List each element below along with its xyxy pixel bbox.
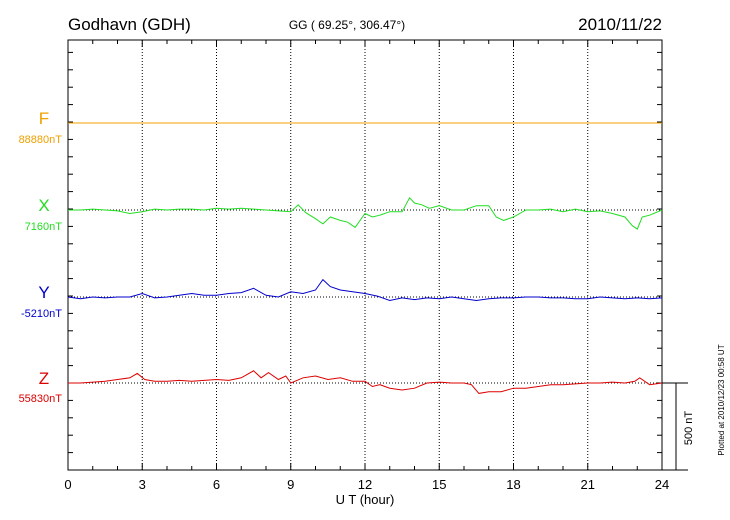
- scale-bar: 500 nT: [662, 382, 695, 471]
- x-tick-label: 9: [287, 477, 294, 492]
- series-baseline-z: 55830nT: [19, 393, 63, 405]
- x-tick-label: 21: [581, 477, 595, 492]
- trace-z: [68, 370, 663, 394]
- x-tick-label: 12: [358, 477, 372, 492]
- x-tick-labels: 0 3 6 9 12 15 18 21 24: [64, 477, 669, 492]
- series-baseline-f: 88880nT: [19, 134, 63, 146]
- x-tick-label: 24: [655, 477, 669, 492]
- series-name-z: Z: [39, 369, 49, 388]
- station-title: Godhavn (GDH): [68, 15, 191, 34]
- scale-bar-label: 500 nT: [683, 411, 695, 446]
- series-name-f: F: [39, 109, 49, 128]
- series-baseline-x: 7160nT: [25, 221, 63, 233]
- series-labels: F 88880nT X 7160nT Y -5210nT Z 55830nT: [19, 109, 63, 405]
- grid-lines: [141, 40, 589, 470]
- x-tick-label: 18: [506, 477, 520, 492]
- x-tick-label: 6: [213, 477, 220, 492]
- trace-x: [68, 196, 663, 230]
- x-tick-label: 15: [432, 477, 446, 492]
- plotted-timestamp: Plotted at 2010/12/23 00:58 UT: [717, 344, 726, 455]
- trace-y: [67, 278, 663, 302]
- series-baseline-y: -5210nT: [21, 308, 62, 320]
- plot-date: 2010/11/22: [578, 15, 662, 34]
- series-name-y: Y: [38, 283, 49, 302]
- x-tick-label: 3: [139, 477, 146, 492]
- plot-frame: [67, 39, 663, 471]
- series-name-x: X: [38, 196, 49, 215]
- axis-ticks: [67, 40, 663, 471]
- station-coords: GG ( 69.25°, 306.47°): [289, 18, 405, 32]
- x-axis-label: U T (hour): [336, 492, 395, 507]
- traces: [67, 122, 663, 394]
- x-tick-label: 0: [64, 477, 71, 492]
